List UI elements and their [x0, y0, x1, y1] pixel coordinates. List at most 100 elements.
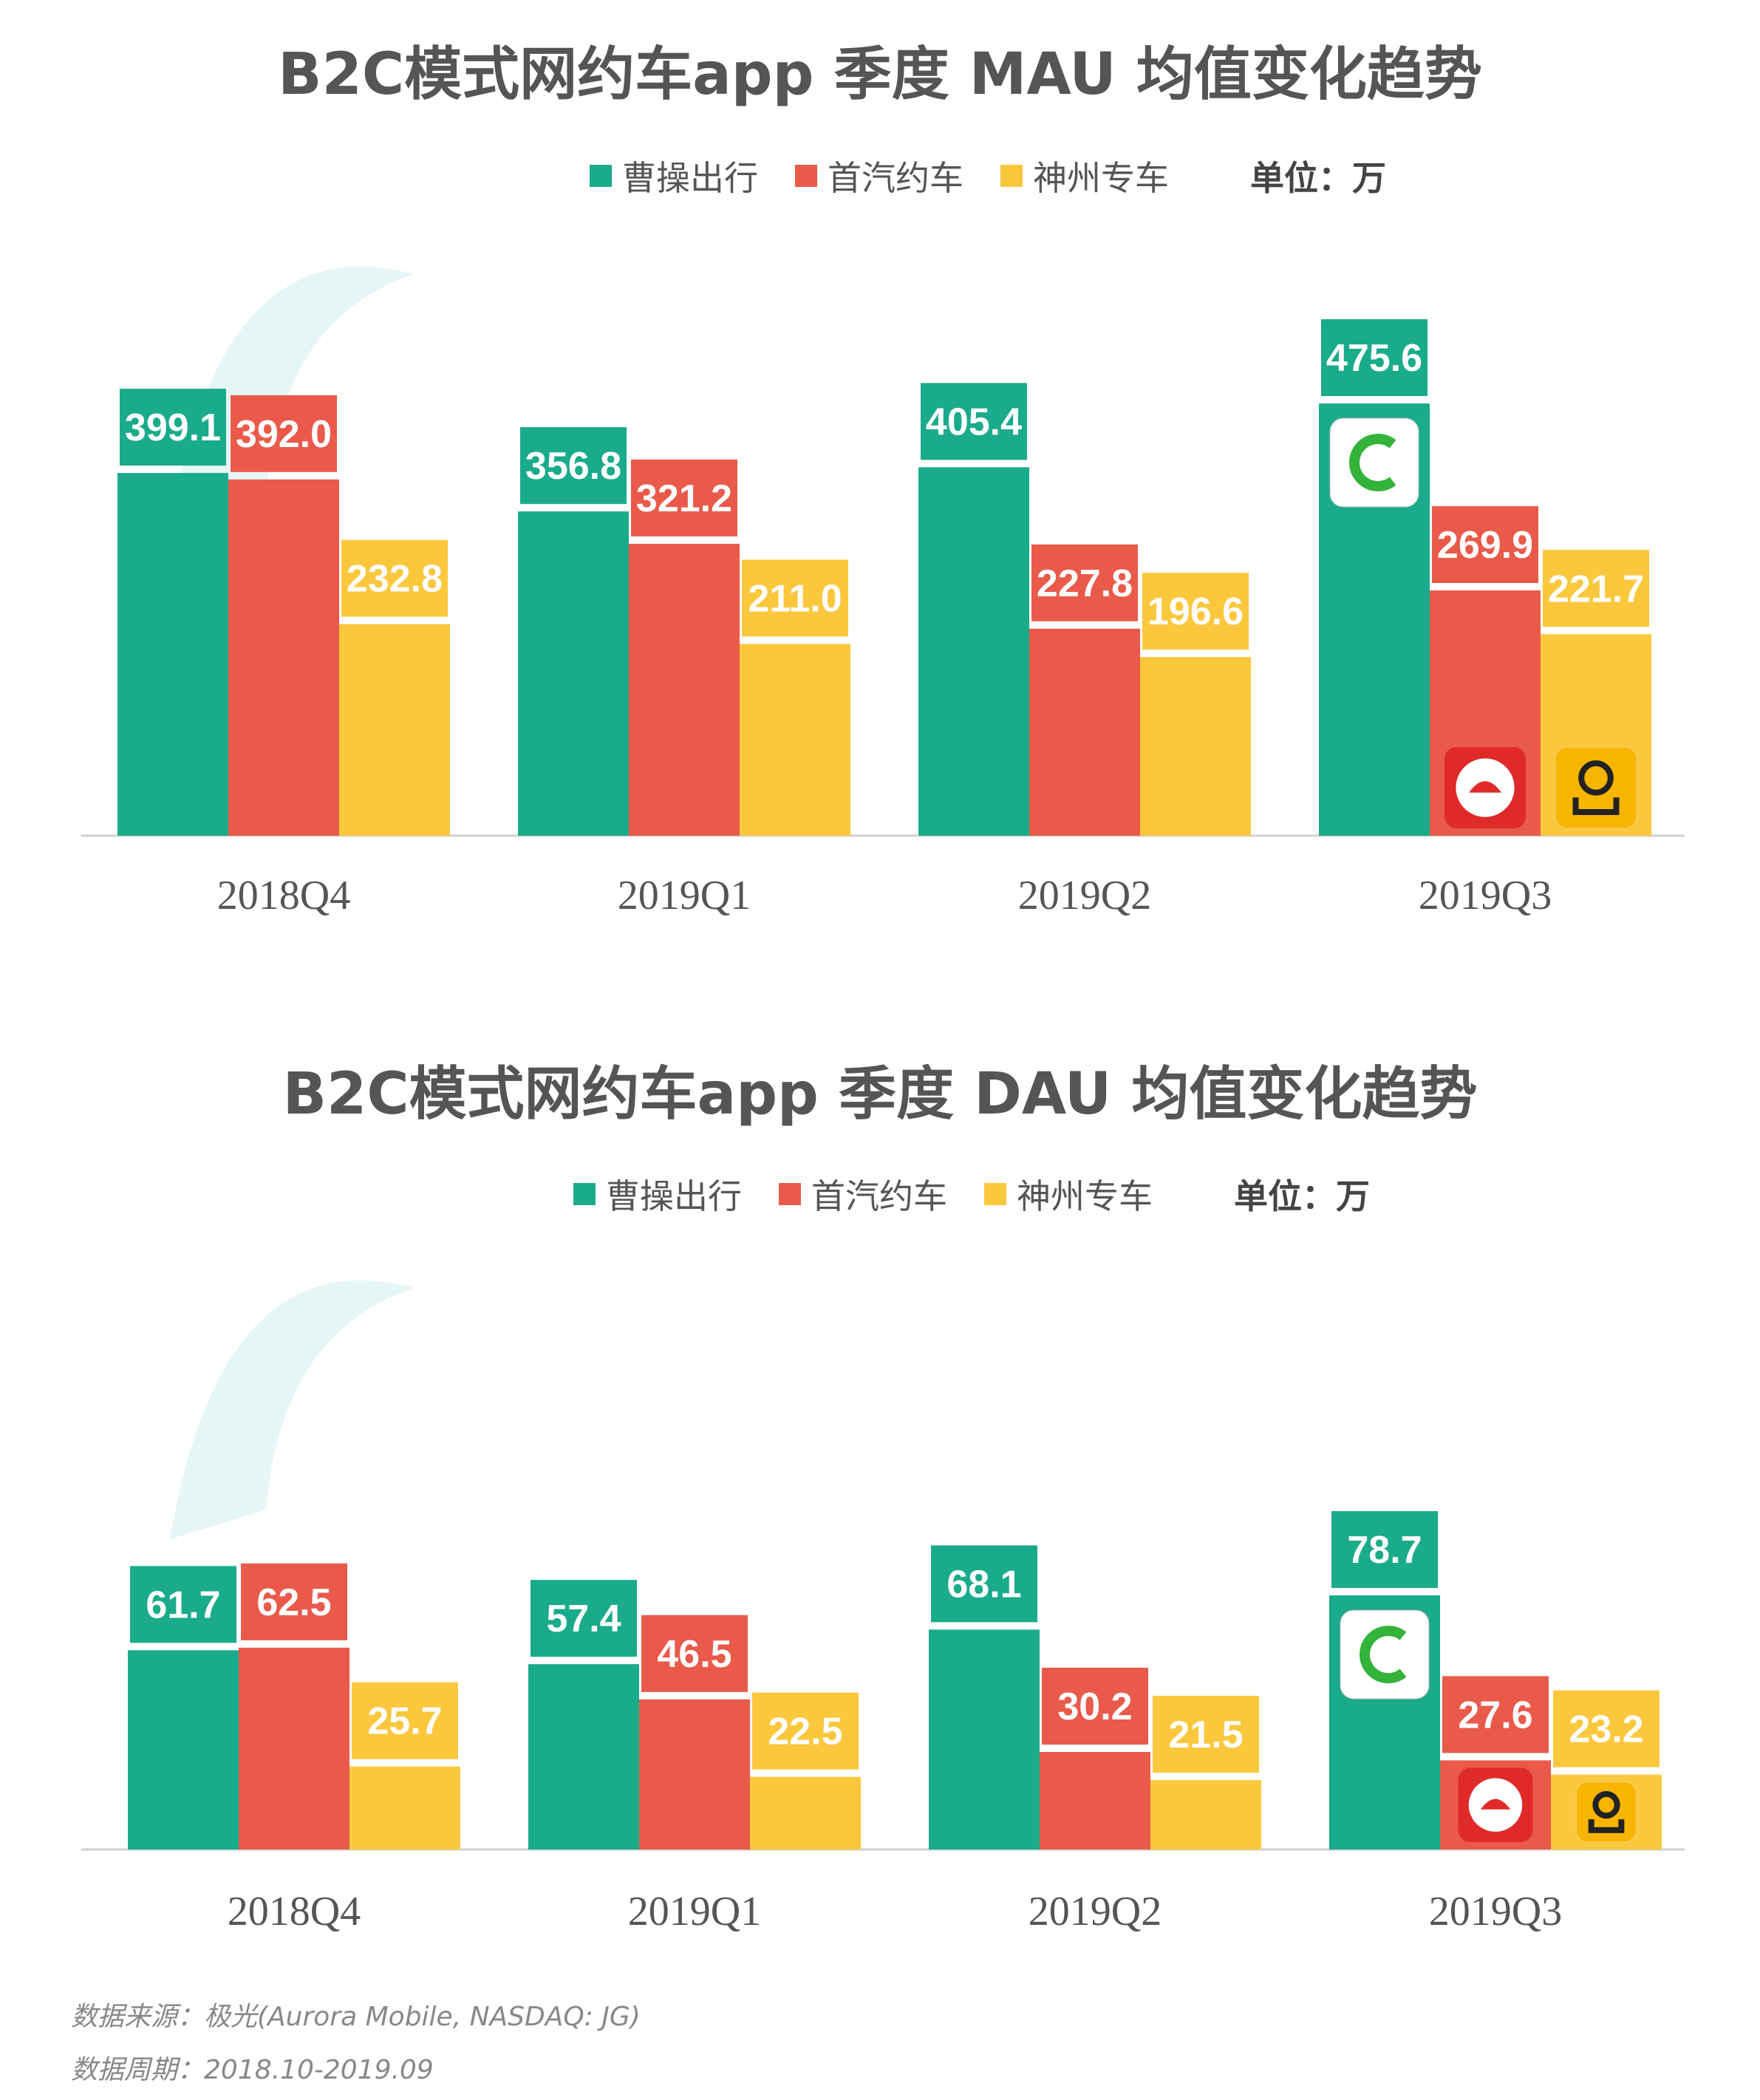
watermark-logo: [170, 1280, 414, 1539]
data-label: 475.6: [1326, 337, 1422, 380]
bar: [1029, 628, 1140, 836]
unit-label: 单位：万: [1234, 1176, 1370, 1216]
category-label: 2018Q4: [217, 873, 350, 918]
data-label: 405.4: [926, 400, 1022, 443]
data-label-box: [1321, 319, 1428, 397]
location-pin-icon: [1578, 760, 1614, 796]
bar: [228, 479, 339, 836]
legend-swatch: [573, 1183, 596, 1205]
data-label-box: [1042, 1668, 1148, 1745]
shenzhou-app-icon: [1575, 1782, 1637, 1843]
legend-item-shouqi: 首汽约车: [779, 1170, 947, 1218]
caocao-icon-bg: [1340, 1609, 1430, 1700]
data-label: 211.0: [748, 577, 842, 620]
data-label-box: [341, 539, 448, 617]
shenzhou-icon-bg: [1575, 1782, 1637, 1843]
data-label: 221.7: [1548, 567, 1644, 610]
mau-chart-title: B2C模式网约车app 季度 MAU 均值变化趋势: [278, 41, 1482, 108]
category-label: 2019Q2: [1029, 1889, 1162, 1934]
data-label: 27.6: [1458, 1694, 1532, 1736]
bar: [339, 624, 450, 836]
shouqi-app-icon: [1445, 747, 1526, 828]
legend-label: 曹操出行: [606, 1176, 742, 1216]
legend-swatch: [984, 1183, 1006, 1205]
bar: [750, 1776, 861, 1850]
bar: [117, 473, 228, 836]
data-label: 57.4: [546, 1598, 621, 1640]
data-label: 61.7: [146, 1583, 220, 1626]
bar: [1150, 1780, 1261, 1850]
data-label-box: [1442, 1676, 1549, 1753]
bar: [740, 644, 850, 836]
bar: [1040, 1752, 1150, 1850]
data-label-box: [631, 459, 737, 536]
caocao-icon-bg: [1329, 417, 1419, 508]
legend-label: 神州专车: [1017, 1176, 1153, 1216]
category-label: 2018Q4: [228, 1889, 361, 1934]
legend-swatch: [1000, 165, 1023, 187]
shouqi-app-icon: [1458, 1767, 1533, 1842]
bar: [528, 1664, 639, 1850]
tray-icon: [1588, 1819, 1625, 1833]
data-label: 22.5: [768, 1711, 842, 1753]
data-label: 232.8: [347, 558, 443, 601]
mau-chart: 2018Q4 399.1 392.0 232.8 2019Q1 356.8 321.2 211…: [81, 266, 1685, 918]
legend-item-shenzhou: 神州专车: [1000, 151, 1169, 200]
bar: [239, 1647, 349, 1850]
data-label: 399.1: [125, 406, 221, 449]
data-label: 23.2: [1569, 1708, 1643, 1751]
legend-item-caocao: 曹操出行: [573, 1170, 742, 1218]
data-label: 30.2: [1057, 1685, 1132, 1728]
data-label-box: [231, 395, 337, 472]
data-label: 269.9: [1437, 524, 1533, 567]
data-label: 321.2: [636, 477, 732, 520]
legend-label: 首汽约车: [811, 1176, 947, 1216]
category-label: 2019Q1: [618, 873, 751, 918]
data-label: 392.0: [236, 413, 332, 456]
location-pin-icon: [1592, 1790, 1620, 1819]
bar: [918, 467, 1029, 836]
caocao-c-glyph-icon: [1349, 434, 1396, 491]
category-label: 2019Q2: [1018, 873, 1151, 918]
legend-label: 神州专车: [1033, 158, 1169, 198]
tray-icon: [1572, 797, 1620, 815]
category-label: 2019Q1: [628, 1889, 761, 1934]
data-label-box: [1031, 544, 1138, 621]
data-label-box: [531, 1580, 637, 1657]
data-label-box: [1432, 506, 1538, 584]
bar: [929, 1629, 1040, 1850]
data-label-box: [130, 1566, 236, 1643]
data-label: 68.1: [946, 1563, 1021, 1606]
data-label-box: [120, 389, 226, 466]
bar: [639, 1699, 750, 1850]
data-label-box: [1142, 573, 1249, 650]
legend-label: 首汽约车: [828, 158, 963, 198]
category-label: 2019Q3: [1419, 873, 1552, 918]
bar: [128, 1650, 239, 1850]
legend-item-caocao: 曹操出行: [590, 151, 758, 200]
data-period: 数据周期：2018.10-2019.09: [71, 2055, 434, 2085]
data-label-box: [641, 1615, 748, 1692]
legend-label: 曹操出行: [622, 158, 758, 198]
data-source: 数据来源：极光(Aurora Mobile, NASDAQ: JG): [71, 2002, 641, 2032]
data-label-box: [241, 1563, 347, 1640]
data-label: 227.8: [1037, 562, 1133, 605]
data-label: 25.7: [367, 1700, 442, 1743]
legend-swatch: [779, 1183, 801, 1205]
data-label-box: [1153, 1696, 1259, 1773]
bar: [629, 543, 740, 836]
shenzhou-icon-bg: [1555, 746, 1637, 829]
unit-label: 单位：万: [1250, 158, 1386, 198]
caocao-c-glyph-icon: [1360, 1626, 1407, 1684]
data-label: 78.7: [1347, 1529, 1422, 1572]
data-label: 62.5: [256, 1581, 331, 1624]
data-label-box: [352, 1682, 458, 1759]
dau-chart-title: B2C模式网约车app 季度 DAU 均值变化趋势: [282, 1061, 1478, 1128]
data-label: 356.8: [525, 445, 621, 488]
caocao-app-icon: [1340, 1609, 1430, 1700]
mau-legend: 曹操出行 首汽约车 神州专车 单位：万: [590, 151, 1386, 200]
legend-swatch: [795, 165, 817, 187]
data-label-box: [742, 559, 848, 637]
data-label-box: [520, 427, 627, 505]
